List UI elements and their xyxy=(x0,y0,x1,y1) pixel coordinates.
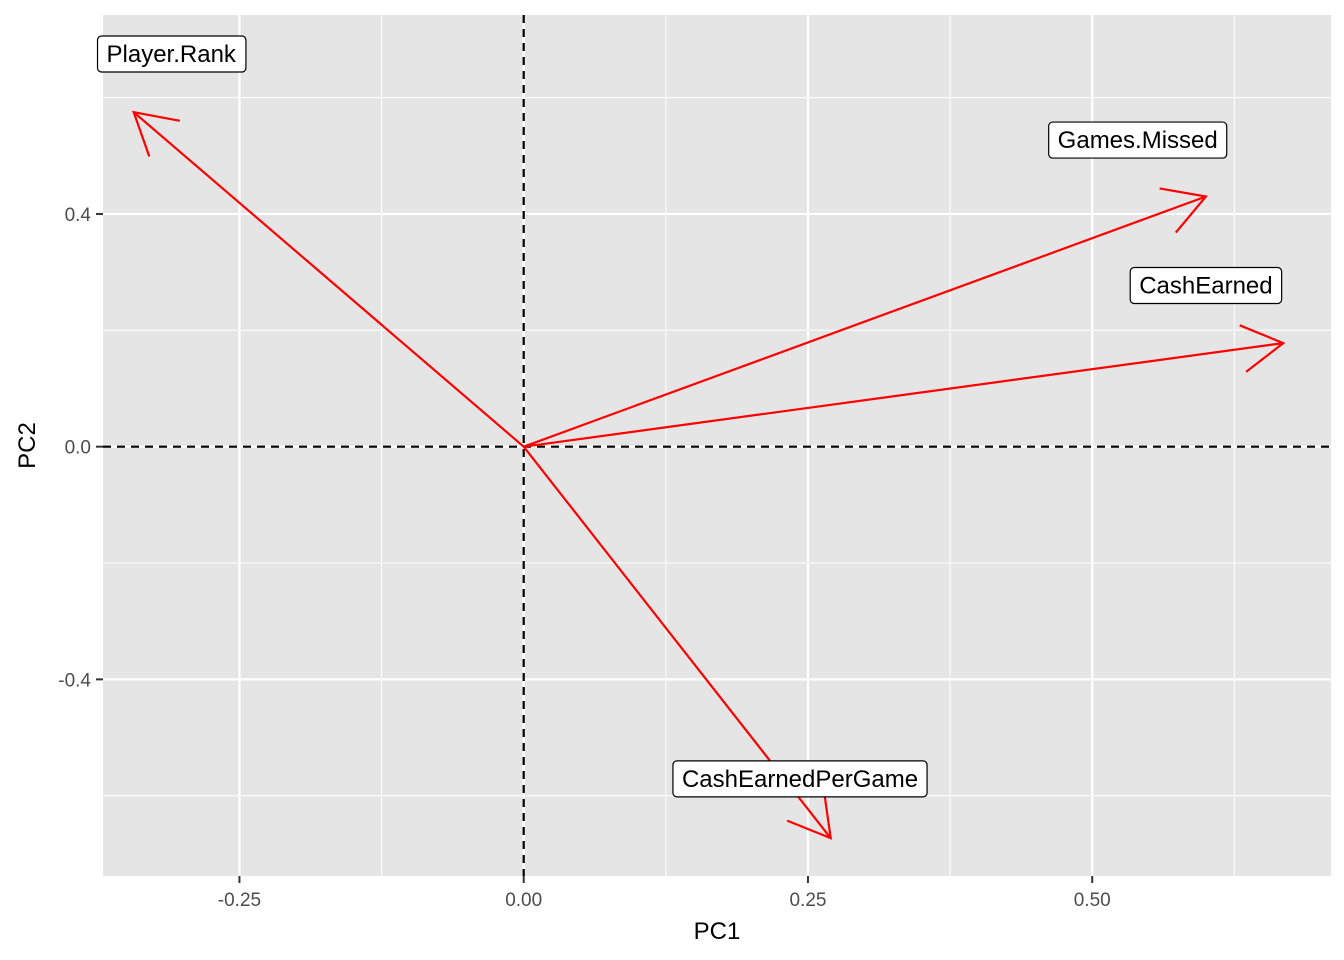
reference-lines xyxy=(103,15,1331,876)
y-tick-label: -0.4 xyxy=(58,670,91,691)
y-tick-label: 0.4 xyxy=(65,205,92,226)
y-tick-label: 0.0 xyxy=(65,438,91,459)
label-box xyxy=(96,35,247,73)
x-tick-label: 0.00 xyxy=(505,890,542,911)
loading-arrows xyxy=(132,110,1286,840)
arrowhead-cashearned xyxy=(1239,324,1286,373)
arrow-cashearned xyxy=(523,342,1284,448)
label-text: Games.Missed xyxy=(1058,127,1218,154)
label-text: CashEarned xyxy=(1139,273,1272,300)
y-axis-title: PC2 xyxy=(14,422,41,469)
variable-labels: Player.Rank Games.Missed CashEarned CashEar… xyxy=(96,35,1283,798)
arrow-games-missed xyxy=(523,195,1207,448)
arrowhead-games-missed xyxy=(1159,187,1208,234)
label-cashearned: CashEarned xyxy=(1129,266,1283,305)
arrowhead-cashearnedpergame xyxy=(786,791,833,840)
label-box xyxy=(672,760,928,798)
x-tick-label: 0.50 xyxy=(1074,890,1111,911)
minor-gridlines xyxy=(103,15,1331,876)
label-cashearnedpergame: CashEarnedPerGame xyxy=(672,760,928,798)
x-tick-label: -0.25 xyxy=(218,890,261,911)
arrow-player-rank xyxy=(132,111,525,448)
arrowhead-player-rank xyxy=(132,110,181,157)
label-games-missed: Games.Missed xyxy=(1048,121,1228,159)
label-box xyxy=(1048,121,1228,159)
x-axis: -0.25 0.00 0.25 0.50 xyxy=(218,876,1111,911)
x-axis-title: PC1 xyxy=(694,918,741,945)
label-text: Player.Rank xyxy=(107,41,237,68)
x-tick-label: 0.25 xyxy=(789,890,826,911)
y-axis: -0.4 0.0 0.4 xyxy=(58,205,103,691)
label-box xyxy=(1129,266,1283,305)
label-player-rank: Player.Rank xyxy=(96,35,247,73)
label-text: CashEarnedPerGame xyxy=(682,766,918,793)
